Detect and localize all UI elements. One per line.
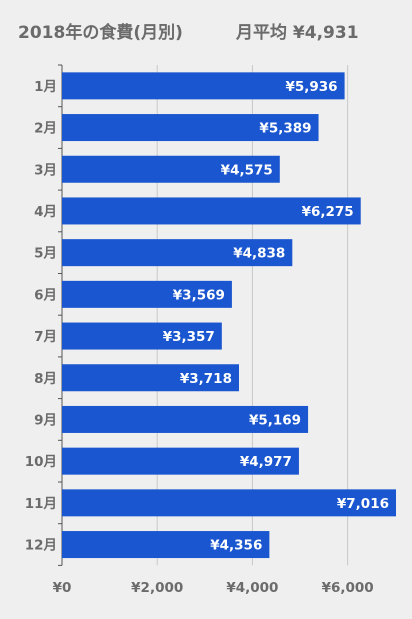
bar-value-label: ¥4,575: [221, 162, 273, 178]
bar: [62, 322, 222, 350]
bar-value-label: ¥6,275: [302, 204, 354, 220]
category-label: 7月: [34, 329, 57, 345]
x-tick-label: ¥0: [53, 580, 72, 596]
bar-value-label: ¥4,977: [240, 454, 292, 470]
bar: [62, 447, 299, 475]
bar-value-label: ¥4,838: [233, 246, 285, 262]
category-label: 10月: [25, 454, 57, 470]
bar: [62, 280, 232, 308]
bar: [62, 239, 293, 267]
category-label: 9月: [34, 412, 57, 428]
chart-title: 2018年の食費(月別): [18, 23, 183, 43]
category-label: 6月: [34, 287, 57, 303]
bar-value-label: ¥5,389: [259, 121, 311, 137]
monthly-average: 月平均 ¥4,931: [236, 23, 359, 43]
bar: [62, 155, 280, 183]
category-label: 2月: [34, 121, 57, 137]
category-labels: 1月 2月 3月 4月 5月 6月 7月 8月 9月 10月 11月 12月: [25, 79, 57, 554]
bar-value-label: ¥5,936: [285, 79, 337, 95]
x-tick-labels: ¥0 ¥2,000 ¥4,000 ¥6,000: [53, 580, 374, 596]
bar-value-label: ¥4,356: [210, 538, 262, 554]
category-label: 3月: [34, 162, 57, 178]
category-label: 4月: [34, 204, 57, 220]
bar: [62, 197, 361, 225]
category-label: 5月: [34, 246, 57, 262]
bar: [62, 72, 345, 100]
bar-value-label: ¥3,357: [163, 329, 215, 345]
bar: [62, 114, 319, 142]
category-label: 12月: [25, 538, 57, 554]
x-tick-label: ¥2,000: [131, 580, 183, 596]
bar-value-label: ¥3,718: [180, 371, 232, 387]
bars: ¥5,936 ¥5,389 ¥4,575 ¥6,275 ¥4,838 ¥3,569 ¥3,3…: [62, 72, 397, 559]
category-label: 11月: [25, 496, 57, 512]
bar-value-label: ¥3,569: [173, 287, 225, 303]
grid-lines: [58, 64, 349, 566]
category-label: 1月: [34, 79, 57, 95]
bar: [62, 405, 309, 433]
bar: [62, 489, 397, 517]
category-label: 8月: [34, 371, 57, 387]
bar-value-label: ¥5,169: [249, 412, 301, 428]
bar: [62, 364, 239, 392]
x-tick-label: ¥4,000: [226, 580, 278, 596]
bar-value-label: ¥7,016: [337, 496, 389, 512]
x-tick-label: ¥6,000: [322, 580, 374, 596]
bar: [62, 531, 270, 559]
